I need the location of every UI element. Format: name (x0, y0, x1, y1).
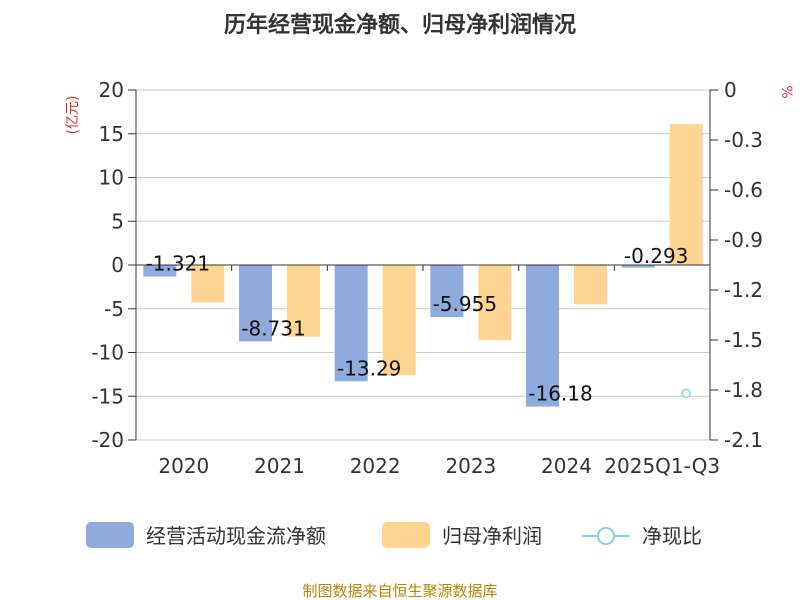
legend-swatch-netprofit (382, 522, 430, 548)
cashflow-data-label: -0.293 (624, 244, 688, 268)
cashflow-bar (621, 265, 655, 268)
netprofit-bar (478, 265, 512, 341)
legend: 经营活动现金流净额 归母净利润 净现比 (86, 522, 702, 548)
right-tick-label: -1.8 (724, 378, 763, 402)
cashflow-data-label: -8.731 (241, 316, 305, 340)
cashflow-data-label: -13.29 (337, 356, 401, 380)
right-tick-label: -1.5 (724, 328, 763, 352)
data-labels: -1.321 -8.731 -13.29 -5.955 -16.18 -0.293 (146, 244, 689, 406)
cashflow-bar (143, 265, 177, 277)
left-axis: 20 15 10 5 0 -5 -10 -15 -20 (91, 78, 136, 452)
x-tick-label: 2023 (445, 454, 496, 478)
right-axis: 0 -0.3 -0.6 -0.9 -1.2 -1.5 -1.8 -2.1 (710, 78, 763, 452)
cashflow-bar (430, 265, 464, 318)
left-tick-label: 10 (99, 166, 124, 190)
left-tick-label: 20 (99, 78, 124, 102)
ratio-points (681, 388, 691, 399)
right-tick-label: -0.6 (724, 178, 763, 202)
legend-item-cashflow[interactable]: 经营活动现金流净额 (86, 522, 326, 548)
legend-item-netprofit[interactable]: 归母净利润 (382, 522, 542, 548)
x-tick-label: 2021 (254, 454, 305, 478)
legend-swatch-cashflow (86, 522, 134, 548)
legend-item-ratio[interactable]: 净现比 (582, 524, 702, 548)
source-note: 制图数据来自恒生聚源数据库 (302, 582, 497, 600)
netprofit-bar (574, 265, 607, 305)
bars (143, 124, 703, 407)
right-tick-label: -0.3 (724, 128, 763, 152)
right-tick-label: -2.1 (724, 428, 763, 452)
left-tick-label: -15 (91, 384, 124, 408)
netprofit-bar (287, 265, 320, 337)
left-tick-label: 5 (111, 209, 124, 233)
right-tick-label: -0.9 (724, 228, 763, 252)
cashflow-bar (334, 265, 368, 382)
legend-marker-ratio (597, 527, 615, 545)
x-tick-label: 2024 (541, 454, 592, 478)
cashflow-data-label: -16.18 (528, 382, 592, 406)
x-tick-label: 2025Q1-Q3 (604, 454, 720, 478)
cashflow-bar (239, 265, 272, 342)
legend-label-ratio: 净现比 (642, 524, 702, 548)
cashflow-data-label: -1.321 (146, 252, 210, 276)
left-tick-label: 15 (99, 122, 124, 146)
left-tick-label: -20 (91, 428, 124, 452)
cashflow-data-label: -5.955 (433, 292, 497, 316)
x-tick-label: 2022 (350, 454, 401, 478)
ratio-point (681, 388, 691, 399)
right-tick-label: -1.2 (724, 278, 763, 302)
right-tick-label: 0 (724, 78, 737, 102)
left-tick-label: 0 (111, 253, 124, 277)
netprofit-bar (669, 124, 703, 265)
left-axis-unit: (亿元) (65, 96, 81, 135)
netprofit-bar (382, 265, 416, 376)
x-axis: 2020 2021 2022 2023 2024 2025Q1-Q3 (135, 265, 720, 478)
legend-label-cashflow: 经营活动现金流净额 (146, 524, 326, 548)
legend-label-netprofit: 归母净利润 (442, 524, 542, 548)
left-tick-label: -10 (91, 341, 124, 365)
x-tick-label: 2020 (158, 454, 209, 478)
netprofit-bar (191, 265, 225, 303)
grid (136, 89, 710, 441)
cashflow-bar (526, 265, 559, 407)
chart-title: 历年经营现金净额、归母净利润情况 (224, 12, 576, 38)
left-tick-label: -5 (104, 297, 124, 321)
right-axis-unit: % (778, 85, 794, 98)
